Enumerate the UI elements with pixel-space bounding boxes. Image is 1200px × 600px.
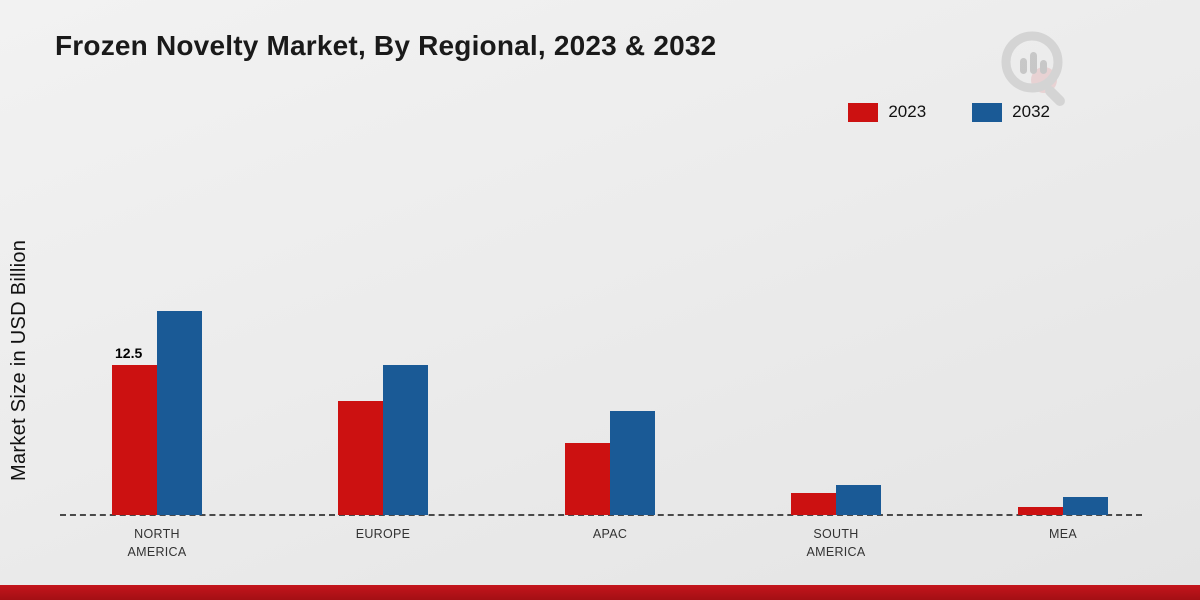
x-axis-label-south-america: SOUTH AMERICA <box>766 525 906 561</box>
x-axis-label-line: MEA <box>1049 527 1077 541</box>
bar-2032-mea <box>1063 497 1108 515</box>
bar-2032-south-america <box>836 485 881 515</box>
bar-2032-north-america <box>157 311 202 515</box>
bar-2023-south-america <box>791 493 836 515</box>
brand-logo <box>996 28 1080 112</box>
legend: 2023 2032 <box>848 102 1050 122</box>
chart-title: Frozen Novelty Market, By Regional, 2023… <box>55 30 717 61</box>
bar-2023-mea <box>1018 507 1063 515</box>
legend-item-2023: 2023 <box>848 102 926 122</box>
x-axis-label-line: APAC <box>592 527 628 541</box>
legend-swatch-2032 <box>972 102 1003 122</box>
x-axis-label-line: AMERICA <box>806 545 866 560</box>
legend-swatch-2023 <box>848 102 879 122</box>
footer-stripe <box>0 585 1200 600</box>
magnifier-chart-icon <box>1001 31 1065 106</box>
bar-2023-north-america <box>112 365 157 515</box>
x-axis-label-europe: EUROPE <box>313 525 453 543</box>
x-axis-label-line: AMERICA <box>127 545 187 560</box>
bar-2032-europe <box>383 365 428 515</box>
data-label-2023-north-america: 12.5 <box>115 345 143 361</box>
bar-2023-apac <box>565 443 610 515</box>
x-axis-label-line: SOUTH <box>813 527 859 541</box>
x-axis-label-north-america: NORTH AMERICA <box>87 525 227 561</box>
legend-item-2032: 2032 <box>972 102 1050 122</box>
legend-label-2023: 2023 <box>888 102 927 121</box>
bar-2023-europe <box>338 401 383 515</box>
x-axis-label-line: EUROPE <box>355 527 411 541</box>
x-axis-label-apac: APAC <box>540 525 680 543</box>
x-axis-label-line: NORTH <box>134 527 180 541</box>
x-axis-label-mea: MEA <box>993 525 1133 543</box>
legend-label-2032: 2032 <box>1012 102 1050 121</box>
bar-2032-apac <box>610 411 655 515</box>
x-axis-line <box>60 514 1142 516</box>
